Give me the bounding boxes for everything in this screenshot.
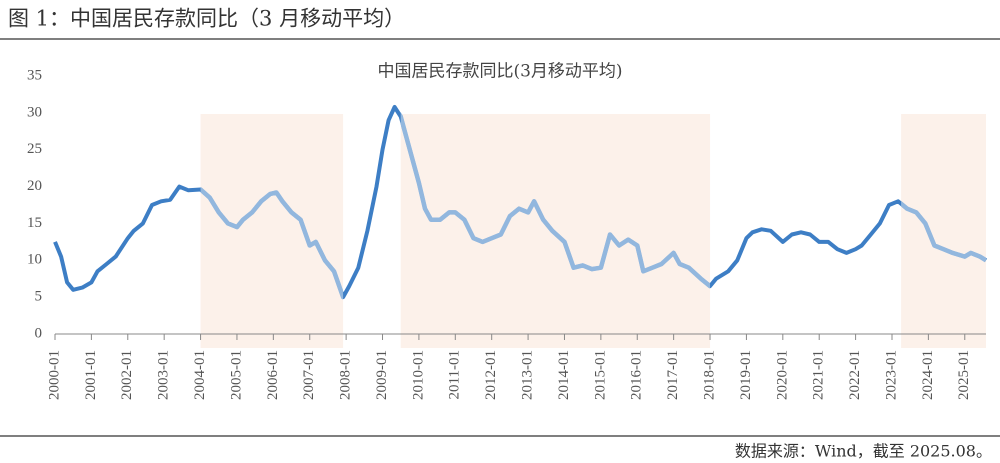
shaded-range: [901, 114, 986, 348]
x-tick-label: 2018-01: [701, 350, 717, 400]
x-tick-label: 2011-01: [447, 350, 463, 399]
x-tick-label: 2002-01: [119, 350, 135, 400]
x-tick-label: 2007-01: [301, 350, 317, 400]
y-tick-label: 0: [35, 325, 43, 341]
y-tick-label: 10: [27, 252, 42, 268]
x-tick-label: 2020-01: [774, 350, 790, 400]
x-tick-label: 2025-01: [956, 350, 972, 400]
source-note: 数据来源：Wind，截至 2025.08。: [735, 442, 992, 461]
x-tick-label: 2004-01: [192, 350, 208, 400]
x-tick-label: 2012-01: [483, 350, 499, 400]
x-tick-label: 2013-01: [520, 350, 536, 400]
y-tick-label: 5: [35, 289, 43, 305]
x-tick-label: 2009-01: [374, 350, 390, 400]
y-tick-label: 30: [27, 104, 42, 120]
x-tick-label: 2005-01: [228, 350, 244, 400]
x-tick-label: 2016-01: [629, 350, 645, 400]
x-tick-label: 2006-01: [265, 350, 281, 400]
y-tick-label: 20: [27, 178, 42, 194]
x-tick-label: 2019-01: [738, 350, 754, 400]
x-tick-label: 2017-01: [665, 350, 681, 400]
x-tick-label: 2021-01: [811, 350, 827, 400]
chart-title: 中国居民存款同比(3月移动平均): [377, 62, 622, 82]
x-tick-label: 2022-01: [847, 350, 863, 400]
x-tick-label: 2014-01: [556, 350, 572, 400]
y-tick-label: 25: [27, 141, 42, 157]
y-tick-label: 15: [27, 215, 42, 231]
x-tick-label: 2024-01: [920, 350, 936, 400]
x-tick-label: 2015-01: [592, 350, 608, 400]
shaded-range: [200, 114, 344, 348]
x-tick-label: 2003-01: [156, 350, 172, 400]
y-tick-label: 35: [27, 67, 42, 83]
x-tick-label: 2001-01: [83, 350, 99, 400]
figure-title: 图 1：中国居民存款同比（3 月移动平均）: [8, 7, 405, 31]
x-tick-label: 2000-01: [46, 350, 62, 400]
x-tick-label: 2008-01: [338, 350, 354, 400]
x-tick-label: 2010-01: [410, 350, 426, 400]
x-tick-label: 2023-01: [883, 350, 899, 400]
